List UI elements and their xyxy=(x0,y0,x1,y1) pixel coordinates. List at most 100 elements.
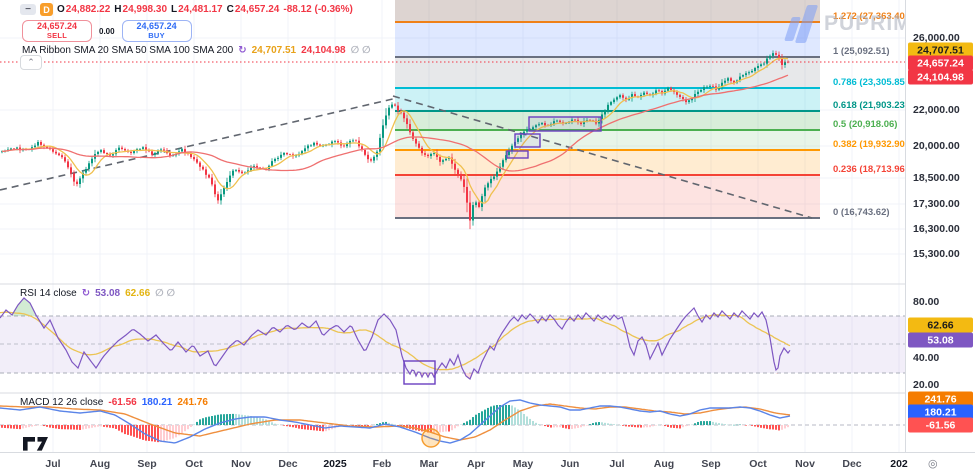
macd-legend[interactable]: MACD 12 26 close -61.56 180.21 241.76 xyxy=(20,397,208,408)
candle-body xyxy=(769,55,771,59)
macd-hist-bar xyxy=(526,416,528,425)
price-axis-label: 20,000.00 xyxy=(913,140,960,152)
macd-hist-bar xyxy=(607,423,609,425)
annotation-box[interactable] xyxy=(506,150,529,159)
annotation-box[interactable] xyxy=(528,116,602,132)
macd-hist-bar xyxy=(469,419,471,425)
candle-body xyxy=(472,205,474,221)
candle-body xyxy=(745,73,747,76)
candle-body xyxy=(208,174,210,178)
ohlc-values: O24,882.22 H24,998.30 L24,481.17 C24,657.24… xyxy=(57,4,357,15)
candle-body xyxy=(211,177,213,185)
macd-signal-line xyxy=(0,403,791,441)
macd-hist-bar xyxy=(247,415,249,425)
macd-hist-bar xyxy=(571,425,573,429)
annotation-box[interactable] xyxy=(514,133,541,148)
rsi-value: 53.08 xyxy=(95,288,121,299)
macd-hist-bar xyxy=(73,425,75,430)
chevron-up-icon: ⌃ xyxy=(27,57,35,67)
candle-body xyxy=(241,171,243,174)
macd-hist-bar xyxy=(307,425,309,430)
fib-band xyxy=(395,0,820,22)
time-axis[interactable]: Jul Aug Sep Oct Nov Dec 2025 Feb Mar Apr May Jun Jul… xyxy=(0,452,975,476)
rsi-annotation-box[interactable] xyxy=(403,360,436,385)
macd-hist-bar xyxy=(94,425,96,428)
candle-body xyxy=(691,98,693,101)
price-badge: 24,104.98 xyxy=(908,69,973,85)
macd-hist-bar xyxy=(82,425,84,430)
trendline[interactable] xyxy=(392,95,813,219)
candle-body xyxy=(724,80,726,83)
macd-hist-bar xyxy=(547,425,549,427)
buy-button[interactable]: 24,657.24 BUY xyxy=(121,20,192,42)
candle-body xyxy=(421,147,423,154)
candle-body xyxy=(151,151,153,155)
macd-hist-bar xyxy=(577,425,579,428)
price-axis[interactable]: 26,000.00 22,000.00 20,000.00 18,500.00 17,3… xyxy=(905,0,975,452)
candle-body xyxy=(655,90,657,94)
candle-body xyxy=(730,78,732,81)
fib-level-label: 1.272 (27,363.40) xyxy=(833,11,905,22)
candle-body xyxy=(160,149,162,151)
candle-body xyxy=(1,151,3,153)
macd-annotation-circle[interactable] xyxy=(421,428,441,448)
candle-body xyxy=(541,123,543,125)
macd-hist-bar xyxy=(100,425,102,427)
rsi-legend[interactable]: RSI 14 close ↻ 53.08 62.66 ∅ ∅ xyxy=(20,288,175,299)
candle-body xyxy=(337,141,339,143)
loading-icon: ↻ xyxy=(81,288,91,299)
candle-body xyxy=(487,183,489,188)
macd-hist-bar xyxy=(289,425,291,427)
chart-canvas[interactable]: 1.272 (27,363.40) 1 (25,092.51) 0.786 (23,… xyxy=(0,0,905,452)
sma20-value: 24,707.51 xyxy=(251,45,297,56)
macd-hist-bar xyxy=(757,425,759,428)
fib-level-label: 0.5 (20,918.06) xyxy=(833,119,897,130)
macd-hist-bar xyxy=(655,425,657,426)
candle-body xyxy=(250,167,252,171)
collapse-legend-button[interactable]: ⌃ xyxy=(20,55,42,70)
macd-hist-bar xyxy=(448,425,450,432)
sell-button[interactable]: 24,657.24 SELL xyxy=(22,20,92,42)
tradingview-logo-icon[interactable] xyxy=(22,436,52,452)
macd-hist-bar xyxy=(226,414,228,425)
macd-hist-bar xyxy=(127,425,129,435)
candle-body xyxy=(784,61,786,65)
symbol-legend[interactable]: − D O24,882.22 H24,998.30 L24,481.17 C24,65… xyxy=(20,3,357,16)
candle-body xyxy=(469,202,471,221)
candle-body xyxy=(271,161,273,166)
macd-hist-bar xyxy=(394,424,396,426)
candle-body xyxy=(61,155,63,158)
macd-hist-bar xyxy=(502,405,504,425)
candle-body xyxy=(412,132,414,139)
macd-hist-bar xyxy=(91,425,93,428)
macd-hist-bar xyxy=(370,425,372,427)
candle-body xyxy=(433,153,435,154)
timeframe-badge[interactable]: D xyxy=(40,3,53,16)
candle-body xyxy=(610,102,612,105)
candle-body xyxy=(625,97,627,100)
candle-body xyxy=(607,104,609,111)
price-badge: 24,657.24 xyxy=(908,55,973,71)
macd-hist-bar xyxy=(361,425,363,427)
macd-hist-bar xyxy=(385,421,387,425)
macd-hist-bar xyxy=(478,412,480,425)
macd-hist-bar xyxy=(193,424,195,425)
scroll-to-realtime-icon[interactable]: ◎ xyxy=(928,458,938,470)
macd-hist-bar xyxy=(715,422,717,425)
candle-body xyxy=(304,148,306,152)
macd-hist-bar xyxy=(751,425,753,426)
candle-body xyxy=(334,141,336,142)
candle-body xyxy=(766,58,768,64)
candle-body xyxy=(169,153,171,156)
candle-body xyxy=(58,153,60,156)
candle-body xyxy=(361,146,363,150)
ma-ribbon-legend[interactable]: MA Ribbon SMA 20 SMA 50 SMA 100 SMA 200 … xyxy=(22,45,371,56)
collapse-symbol-icon[interactable]: − xyxy=(20,4,36,15)
candle-body xyxy=(760,64,762,66)
macd-hist-bar xyxy=(379,423,381,425)
trendline[interactable] xyxy=(0,97,398,191)
candle-body xyxy=(367,154,369,160)
candle-body xyxy=(109,154,111,156)
time-axis-month-label: Aug xyxy=(89,458,111,470)
candle-body xyxy=(583,121,585,125)
